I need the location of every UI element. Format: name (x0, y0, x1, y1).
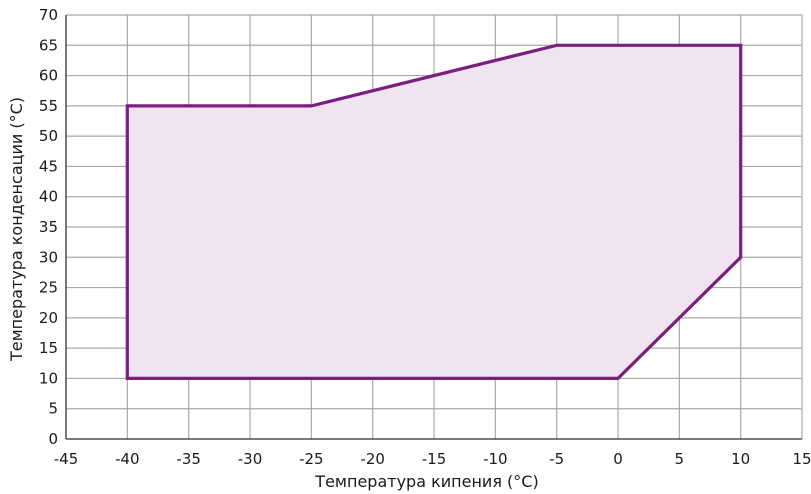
y-tick-label: 55 (39, 97, 58, 115)
x-tick-label: -40 (115, 450, 140, 468)
x-tick-label: -15 (422, 450, 447, 468)
x-tick-label: 10 (731, 450, 750, 468)
y-tick-labels: 0 5 10 15 20 25 30 35 40 45 50 55 60 65 70 (39, 6, 58, 448)
x-tick-label: -20 (360, 450, 385, 468)
envelope-area (125, 43, 743, 380)
y-axis-title: Температура конденсации (°C) (7, 97, 26, 362)
x-tick-labels: -45 -40 -35 -30 -25 -20 -15 -10 -5 0 5 10 15 (54, 450, 811, 468)
y-tick-label: 25 (39, 279, 58, 297)
y-tick-label: 35 (39, 218, 58, 236)
y-tick-label: 10 (39, 369, 58, 387)
y-tick-label: 40 (39, 188, 58, 206)
series-layer (125, 43, 743, 380)
x-tick-label: -25 (299, 450, 324, 468)
y-tick-label: 20 (39, 309, 58, 327)
y-tick-label: 15 (39, 339, 58, 357)
y-tick-label: 45 (39, 157, 58, 175)
y-tick-label: 60 (39, 67, 58, 85)
axes (65, 15, 802, 440)
x-tick-label: -30 (238, 450, 263, 468)
x-tick-label: 5 (675, 450, 685, 468)
y-tick-label: 50 (39, 127, 58, 145)
y-tick-label: 5 (48, 400, 58, 418)
y-tick-label: 30 (39, 248, 58, 266)
y-tick-label: 65 (39, 36, 58, 54)
x-axis-title: Температура кипения (°C) (314, 472, 538, 491)
x-tick-label: -10 (483, 450, 508, 468)
x-tick-label: -5 (549, 450, 564, 468)
x-tick-label: -35 (176, 450, 201, 468)
y-tick-label: 70 (39, 6, 58, 24)
x-tick-label: 0 (613, 450, 623, 468)
x-tick-label: -45 (54, 450, 79, 468)
x-tick-label: 15 (792, 450, 811, 468)
y-tick-label: 0 (48, 430, 58, 448)
